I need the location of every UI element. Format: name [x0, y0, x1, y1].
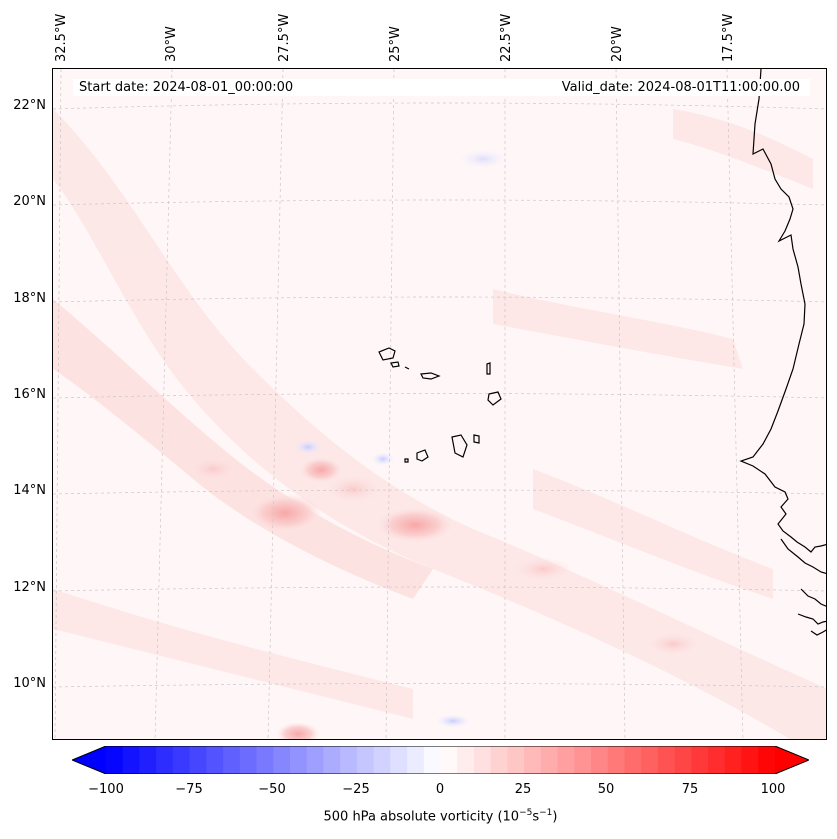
colorbar-step: [724, 746, 743, 774]
sao-vicente-island: [390, 361, 400, 368]
colorbar-step: [273, 746, 291, 774]
colorbar-step: [607, 746, 625, 774]
colorbar-units-exp1: −5: [519, 808, 533, 818]
colorbar-tick: 75: [681, 782, 699, 797]
colorbar-step: [457, 746, 475, 774]
colorbar-tick: −50: [258, 782, 286, 797]
colorbar-step: [758, 746, 776, 774]
sal-island: [486, 362, 491, 375]
lon-label-25w: 25°W: [388, 26, 403, 62]
lon-label-32-5w: 32.5°W: [54, 13, 69, 62]
colorbar-step: [206, 746, 224, 774]
colorbar-extend-high: [775, 746, 809, 774]
vorticity-field: [53, 109, 826, 739]
start-date-label: Start date: 2024-08-01_00:00:00: [79, 80, 294, 95]
graticule: [53, 69, 826, 739]
lon-label-20w: 20°W: [610, 26, 625, 62]
colorbar-step: [657, 746, 676, 774]
colorbar-step: [289, 746, 308, 774]
colorbar-step: [407, 746, 425, 774]
colorbar-step: [624, 746, 642, 774]
colorbar-step: [340, 746, 358, 774]
colorbar-step: [674, 746, 692, 774]
colorbar-step: [106, 746, 124, 774]
lon-label-17-5w: 17.5°W: [721, 13, 736, 62]
colorbar-step: [557, 746, 575, 774]
lat-label-10n: 10°N: [13, 676, 46, 691]
colorbar-variable: 500 hPa absolute vorticity: [323, 809, 494, 825]
colorbar-step: [708, 746, 726, 774]
west-africa-coastline: [739, 69, 826, 636]
colorbar-step: [574, 746, 592, 774]
colorbar-step: [540, 746, 559, 774]
colorbar-step: [256, 746, 274, 774]
colorbar-step: [189, 746, 207, 774]
colorbar-step: [641, 746, 659, 774]
colorbar-tick: −75: [175, 782, 203, 797]
colorbar: [72, 746, 809, 774]
colorbar-step: [172, 746, 191, 774]
colorbar-units-exp2: −1: [539, 808, 553, 818]
colorbar-step: [122, 746, 140, 774]
colorbar-step: [373, 746, 391, 774]
colorbar-tick: 25: [514, 782, 532, 797]
colorbar-step: [139, 746, 157, 774]
colorbar-step: [390, 746, 408, 774]
lon-label-27-5w: 27.5°W: [277, 13, 292, 62]
lat-label-12n: 12°N: [13, 580, 46, 595]
lat-label-18n: 18°N: [13, 291, 46, 306]
colorbar-step: [423, 746, 441, 774]
header-band: [73, 79, 810, 96]
maio-island: [473, 434, 480, 444]
lat-label-22n: 22°N: [13, 98, 46, 113]
colorbar-tick: −25: [342, 782, 370, 797]
santiago-island: [451, 434, 468, 458]
cape-verde-islands: [378, 347, 502, 463]
sao-nicolau-island: [420, 372, 441, 380]
colorbar-step: [440, 746, 458, 774]
colorbar-step: [306, 746, 324, 774]
lat-label-16n: 16°N: [13, 387, 46, 402]
colorbar-tick: 50: [597, 782, 615, 797]
colorbar-step: [239, 746, 258, 774]
brava-island: [404, 458, 409, 463]
fogo-island: [416, 449, 429, 462]
santo-antao-island: [378, 347, 396, 361]
boa-vista-island: [487, 391, 502, 406]
colorbar-step: [223, 746, 241, 774]
colorbar-tick: 100: [760, 782, 786, 797]
colorbar-step: [356, 746, 375, 774]
colorbar-step: [524, 746, 542, 774]
colorbar-extend-low: [72, 746, 106, 774]
colorbar-step: [156, 746, 174, 774]
colorbar-tick: −100: [88, 782, 124, 797]
colorbar-step: [323, 746, 341, 774]
colorbar-units-suffix: ): [552, 809, 558, 825]
lat-label-20n: 20°N: [13, 194, 46, 209]
colorbar-step: [490, 746, 508, 774]
colorbar-step: [473, 746, 492, 774]
lon-label-30w: 30°W: [164, 26, 179, 62]
lon-label-22-5w: 22.5°W: [499, 13, 514, 62]
vorticity-map[interactable]: Start date: 2024-08-01_00:00:00 Valid_da…: [52, 68, 827, 740]
colorbar-units-mid: s: [532, 809, 540, 825]
colorbar-step: [741, 746, 759, 774]
valid-date-label: Valid_date: 2024-08-01T11:00:00.00: [561, 80, 800, 95]
vorticity-maxima: [188, 149, 701, 739]
colorbar-tick: 0: [435, 782, 445, 797]
colorbar-units-prefix: (10: [497, 809, 520, 825]
map-canvas: [53, 69, 826, 739]
colorbar-label: 500 hPa absolute vorticity (10−5s−1): [22, 808, 837, 824]
colorbar-step: [507, 746, 525, 774]
lat-label-14n: 14°N: [13, 483, 46, 498]
santa-luzia-island: [404, 366, 410, 370]
colorbar-step: [691, 746, 709, 774]
colorbar-step: [591, 746, 609, 774]
